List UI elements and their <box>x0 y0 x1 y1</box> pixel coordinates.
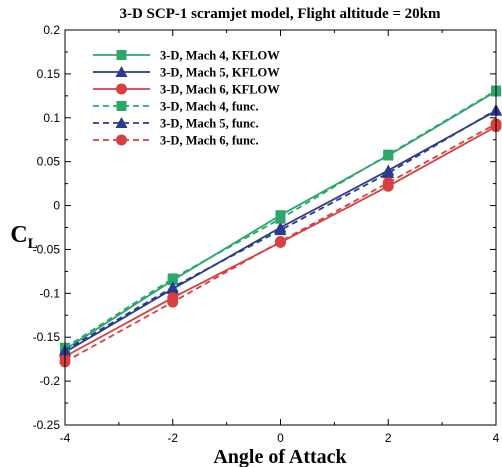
data-point <box>274 224 287 236</box>
legend-marker <box>116 83 127 95</box>
legend-label: 3-D, Mach 4, KFLOW <box>160 49 280 63</box>
data-point <box>166 281 179 293</box>
chart-title: 3-D SCP-1 scramjet model, Flight altitud… <box>119 6 441 22</box>
series-6 <box>59 118 502 368</box>
legend-marker <box>116 101 127 111</box>
x-axis-label: Angle of Attack <box>213 446 347 467</box>
data-point <box>167 273 178 284</box>
y-tick-label: -0.1 <box>39 286 60 300</box>
data-point <box>382 167 395 179</box>
legend-entry: 3-D, Mach 5, func. <box>93 117 259 131</box>
y-axis-ticks: -0.25 -0.2 -0.15 -0.1 -0.05 0 0.05 0.1 0.15 0.2 <box>33 23 496 432</box>
legend-entry: 3-D, Mach 4, func. <box>93 100 259 114</box>
y-tick-label: 0 <box>53 199 60 213</box>
y-tick-label: -0.25 <box>33 418 61 432</box>
y-tick-label: 0.15 <box>37 67 61 81</box>
x-tick-label: 0 <box>277 431 284 445</box>
y-tick-label: 0.2 <box>43 23 60 37</box>
series-line <box>64 123 497 363</box>
legend-label: 3-D, Mach 6, KFLOW <box>160 83 280 97</box>
y-tick-label: -0.15 <box>33 330 61 344</box>
legend-label: 3-D, Mach 5, KFLOW <box>160 66 280 80</box>
legend-label: 3-D, Mach 5, func. <box>160 117 259 131</box>
y-axis-label: CL <box>10 222 37 252</box>
x-tick-label: -4 <box>60 431 71 445</box>
data-point <box>167 296 179 308</box>
x-tick-label: -2 <box>167 431 178 445</box>
legend-label: 3-D, Mach 4, func. <box>160 100 259 114</box>
legend-marker <box>115 117 128 128</box>
legend-entry: 3-D, Mach 6, func. <box>93 134 259 148</box>
legend-entry: 3-D, Mach 4, KFLOW <box>93 49 280 63</box>
y-tick-label: -0.2 <box>39 374 60 388</box>
y-axis-label-main: C <box>10 222 27 248</box>
y-tick-label: 0.1 <box>43 111 60 125</box>
y-tick-label: -0.05 <box>33 242 61 256</box>
legend-entry: 3-D, Mach 6, KFLOW <box>93 83 280 97</box>
legend: 3-D, Mach 4, KFLOW 3-D, Mach 5, KFLOW 3-D,… <box>93 49 280 148</box>
data-point <box>382 177 394 189</box>
legend-marker <box>116 50 127 60</box>
x-tick-label: 2 <box>385 431 392 445</box>
x-tick-label: 4 <box>493 431 500 445</box>
series-line <box>64 109 497 352</box>
y-tick-label: 0.05 <box>37 155 61 169</box>
legend-label: 3-D, Mach 6, func. <box>160 134 259 148</box>
legend-marker <box>116 134 127 146</box>
y-axis-label-subscript: L <box>28 236 38 252</box>
data-point <box>275 213 286 224</box>
data-point <box>275 236 286 248</box>
plot-frame <box>64 29 497 426</box>
data-point <box>383 149 394 160</box>
legend-entry: 3-D, Mach 5, KFLOW <box>93 66 280 80</box>
legend-marker <box>115 66 128 77</box>
